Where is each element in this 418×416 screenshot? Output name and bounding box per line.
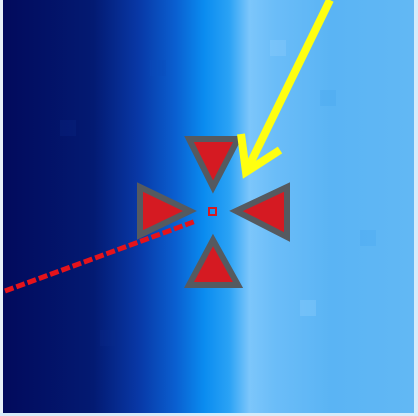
zoom-view xyxy=(0,0,418,416)
page xyxy=(0,0,418,416)
pixel-background xyxy=(3,0,414,413)
right-border xyxy=(414,0,418,416)
left-border xyxy=(0,0,3,416)
